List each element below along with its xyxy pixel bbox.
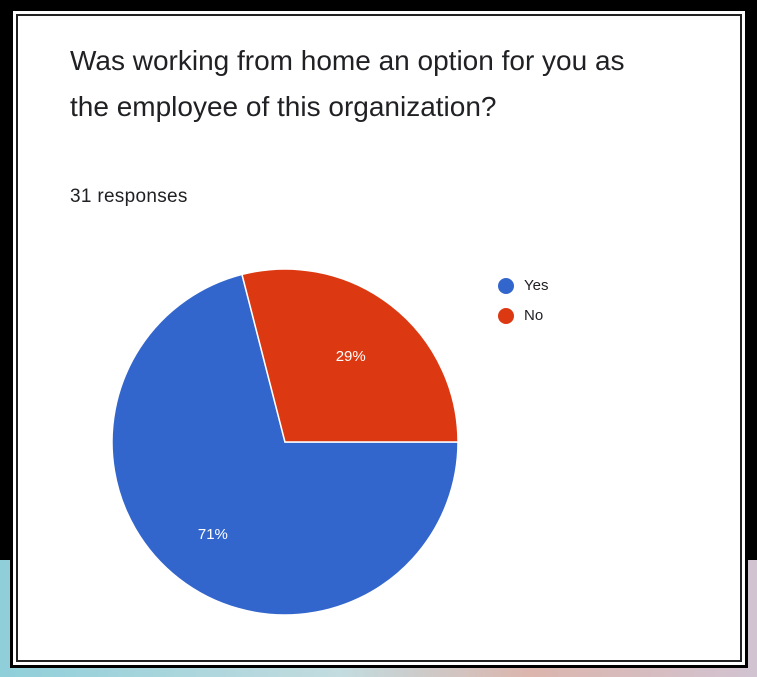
legend-label-no: No: [524, 307, 543, 324]
question-title: Was working from home an option for you …: [70, 45, 625, 122]
chart-legend: Yes No: [498, 277, 548, 324]
pie-slice-no: [241, 268, 459, 443]
pie-slices: [111, 268, 459, 616]
response-count: 31 responses: [70, 186, 188, 207]
legend-label-yes: Yes: [524, 277, 548, 294]
slice-label-no: 29%: [336, 348, 366, 365]
legend-swatch-yes: [498, 278, 514, 294]
pie-slice-yes: [111, 273, 459, 616]
legend-swatch-no: [498, 308, 514, 324]
pie-labels: 71% 29%: [198, 348, 366, 543]
slice-label-yes: 71%: [198, 526, 228, 543]
